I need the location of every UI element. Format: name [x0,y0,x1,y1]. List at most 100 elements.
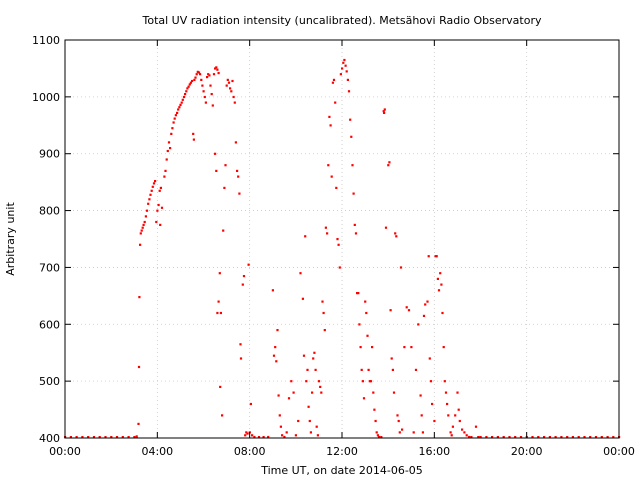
data-point [396,414,399,417]
x-tick-label: 16:00 [418,445,450,458]
data-point [147,202,150,205]
data-point [186,87,189,90]
data-point [87,436,90,439]
data-point [353,223,356,226]
x-tick-label: 00:00 [49,445,81,458]
data-point [271,289,274,292]
data-point [241,283,244,286]
y-tick-label: 800 [39,205,60,218]
data-point [436,277,439,280]
data-point [201,84,204,87]
data-point [216,68,219,71]
data-point [365,311,368,315]
data-point [154,180,157,183]
data-point [156,209,159,212]
data-point [451,425,454,428]
data-point [151,185,154,188]
data-point [443,380,446,383]
data-point [159,186,162,189]
data-point [401,428,404,431]
data-points [64,58,621,439]
data-point [531,436,534,439]
data-point [238,192,241,195]
data-point [197,71,201,74]
data-point [319,385,322,388]
data-point [218,272,221,275]
data-point [304,235,307,238]
data-point [204,101,207,104]
x-tick-label: 00:00 [603,445,635,458]
data-point [237,175,240,178]
data-point [199,73,202,76]
data-point [444,391,448,394]
data-point [239,357,243,360]
data-point [226,78,229,81]
data-point [172,121,175,124]
data-point [583,436,586,439]
data-point [324,226,327,229]
data-point [230,90,233,93]
data-point [179,103,182,106]
data-point [470,436,473,439]
data-point [121,436,124,439]
y-tick-label: 1000 [32,91,60,104]
data-point [465,434,468,437]
data-point [246,432,249,435]
data-point [164,169,167,172]
data-point [343,58,346,62]
data-point [152,182,156,185]
data-point [148,198,151,201]
data-point [137,422,140,425]
data-point [285,431,288,434]
data-point [337,243,340,246]
data-point [560,436,563,439]
data-point [225,84,228,87]
data-point [219,385,222,388]
data-point [253,435,256,439]
data-point [315,425,318,428]
data-point [302,354,306,357]
data-point [157,203,160,207]
data-point [274,346,277,349]
data-point [508,436,511,439]
data-point [178,106,181,109]
data-point [239,343,242,346]
y-tick-label: 700 [39,261,60,274]
data-point [431,402,434,406]
data-point [441,311,444,315]
data-point [185,90,188,93]
data-point [383,108,386,111]
data-point [251,434,254,437]
data-point [405,306,408,309]
data-point [422,314,426,317]
data-point [447,414,450,417]
data-point [182,95,186,99]
data-point [327,164,330,167]
x-axis-label: Time UT, on date 2014-06-05 [260,464,423,477]
data-point [382,110,385,113]
data-point [392,391,396,394]
data-point [203,95,206,99]
data-point [307,405,310,408]
data-point [92,436,96,439]
data-point [339,73,342,76]
data-point [208,74,211,77]
data-point [245,431,248,434]
data-point [110,436,113,439]
data-point [206,76,209,79]
data-point [442,346,445,349]
data-point [380,436,383,439]
data-point [326,232,329,235]
data-point [141,226,144,229]
data-point [305,380,308,383]
data-point [287,397,291,400]
data-point [457,408,460,411]
data-point [351,164,354,167]
data-point [207,73,210,76]
data-point [410,346,413,349]
data-point [257,436,261,439]
data-point [384,226,388,229]
data-point [294,434,297,437]
data-point [548,436,551,439]
data-point [138,296,141,299]
